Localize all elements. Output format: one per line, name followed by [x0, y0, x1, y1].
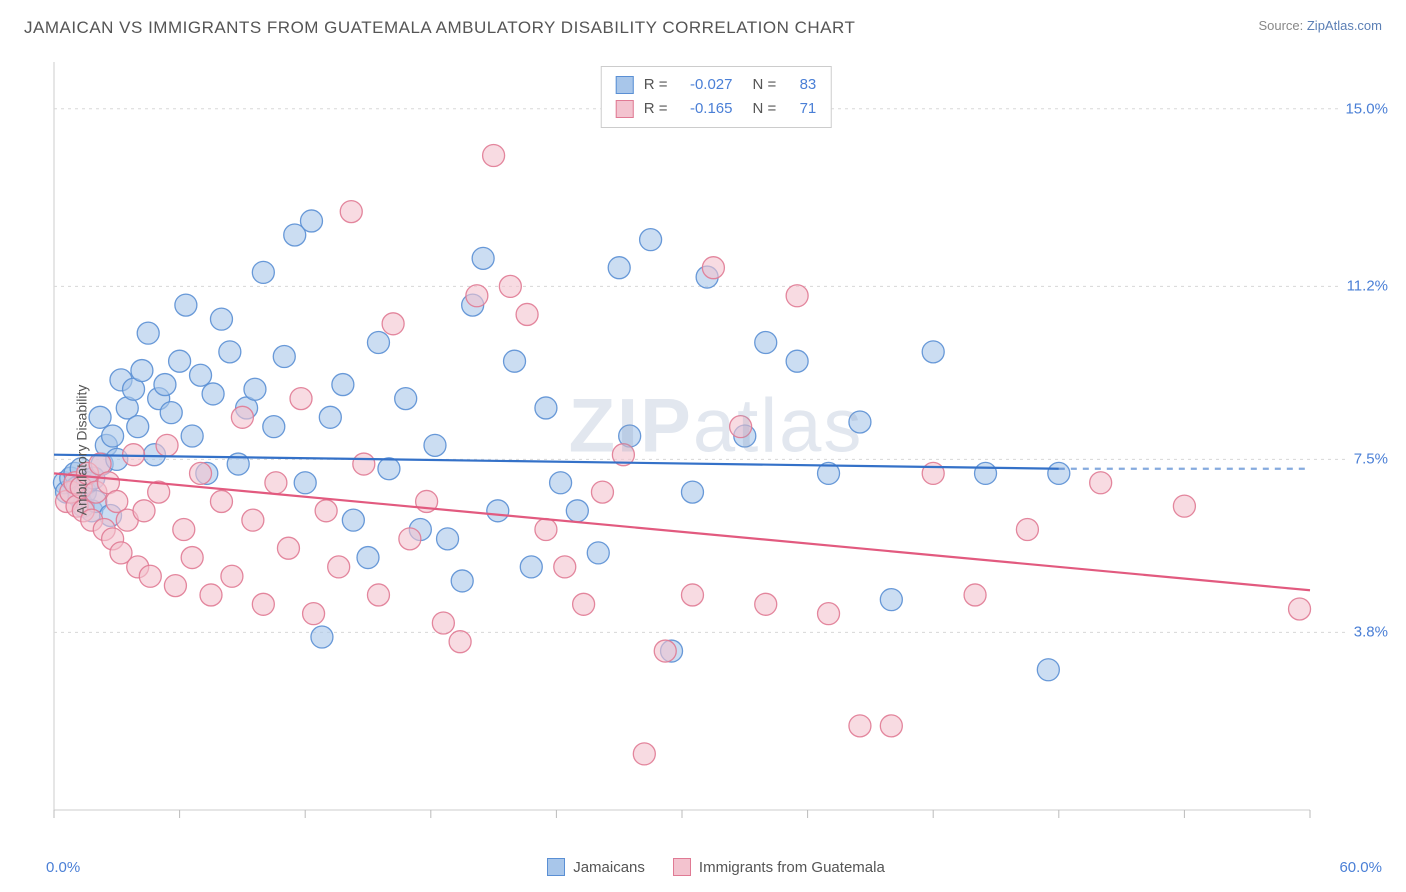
legend-swatch — [616, 76, 634, 94]
chart-area: Ambulatory Disability ZIPatlas R =-0.027… — [50, 58, 1382, 842]
legend-series-item: Jamaicans — [547, 858, 645, 876]
legend-swatch — [673, 858, 691, 876]
legend-swatch — [616, 100, 634, 118]
legend-stat-row: R =-0.165N =71 — [616, 97, 817, 121]
scatter-chart-svg — [50, 58, 1370, 828]
source-attribution: Source: ZipAtlas.com — [1258, 18, 1382, 33]
y-axis-label: Ambulatory Disability — [73, 385, 89, 516]
source-link[interactable]: ZipAtlas.com — [1307, 18, 1382, 33]
header-bar: JAMAICAN VS IMMIGRANTS FROM GUATEMALA AM… — [0, 0, 1406, 46]
y-tick-label: 11.2% — [1341, 278, 1388, 295]
y-tick-label: 7.5% — [1348, 451, 1388, 468]
y-tick-label: 15.0% — [1339, 100, 1388, 117]
legend-series: Jamaicans Immigrants from Guatemala — [50, 858, 1382, 876]
legend-swatch — [547, 858, 565, 876]
legend-stats: R =-0.027N =83R =-0.165N =71 — [601, 66, 832, 128]
y-tick-label: 3.8% — [1348, 624, 1388, 641]
legend-stat-row: R =-0.027N =83 — [616, 73, 817, 97]
legend-series-item: Immigrants from Guatemala — [673, 858, 885, 876]
chart-title: JAMAICAN VS IMMIGRANTS FROM GUATEMALA AM… — [24, 18, 855, 38]
